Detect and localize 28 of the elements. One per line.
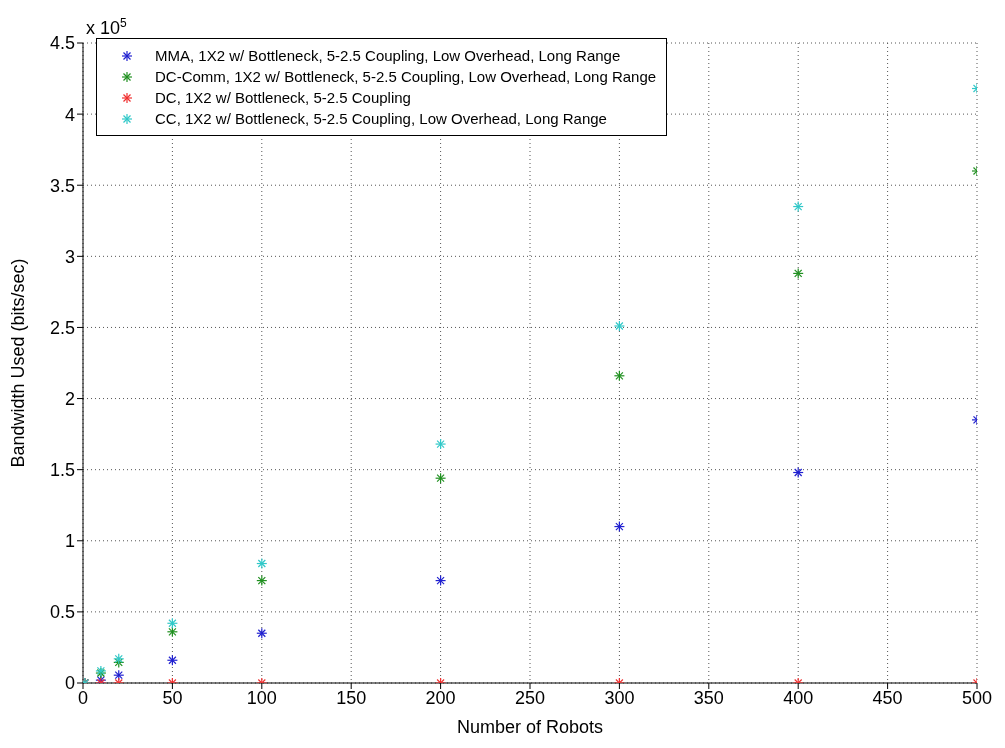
x-tick-label: 200 — [425, 687, 456, 708]
y-tick-label: 0 — [64, 673, 75, 694]
y-tick-label: 1.5 — [49, 460, 75, 481]
x-tick-label: 500 — [961, 687, 993, 708]
y-tick-label: 2.5 — [49, 317, 75, 338]
x-tick-label: 250 — [514, 687, 546, 708]
y-axis-title: Bandwidth Used (bits/sec) — [8, 258, 29, 468]
legend-label: MMA, 1X2 w/ Bottleneck, 5-2.5 Coupling, Low Overhead, Long Range — [155, 46, 621, 66]
x-tick-label: 350 — [693, 687, 724, 708]
y-tick-label: 4.5 — [49, 33, 75, 54]
x-tick-label: 450 — [872, 687, 903, 708]
x-tick-label: 300 — [604, 687, 635, 708]
x-tick-label: 100 — [246, 687, 277, 708]
y-tick-label: 3 — [64, 246, 75, 267]
legend-label: DC-Comm, 1X2 w/ Bottleneck, 5-2.5 Coupling, Low Overhead, Long Range — [155, 67, 657, 87]
x-axis-title: Number of Robots — [456, 717, 604, 737]
legend-label: CC, 1X2 w/ Bottleneck, 5-2.5 Coupling, Low Overhead, Long Range — [155, 109, 607, 129]
x-tick-label: 150 — [336, 687, 367, 708]
y-tick-label: 2 — [64, 388, 75, 409]
y-tick-label: 0.5 — [49, 602, 75, 623]
y-tick-label: 4 — [64, 104, 75, 125]
x-tick-label: 0 — [77, 687, 89, 708]
y-tick-label: 3.5 — [49, 175, 75, 196]
legend-label: DC, 1X2 w/ Bottleneck, 5-2.5 Coupling — [155, 88, 411, 108]
y-tick-label: 1 — [64, 531, 75, 552]
text: x 10$^{5}$ — [86, 16, 128, 38]
x-tick-label: 50 — [162, 687, 183, 708]
x-tick-label: 400 — [783, 687, 814, 708]
